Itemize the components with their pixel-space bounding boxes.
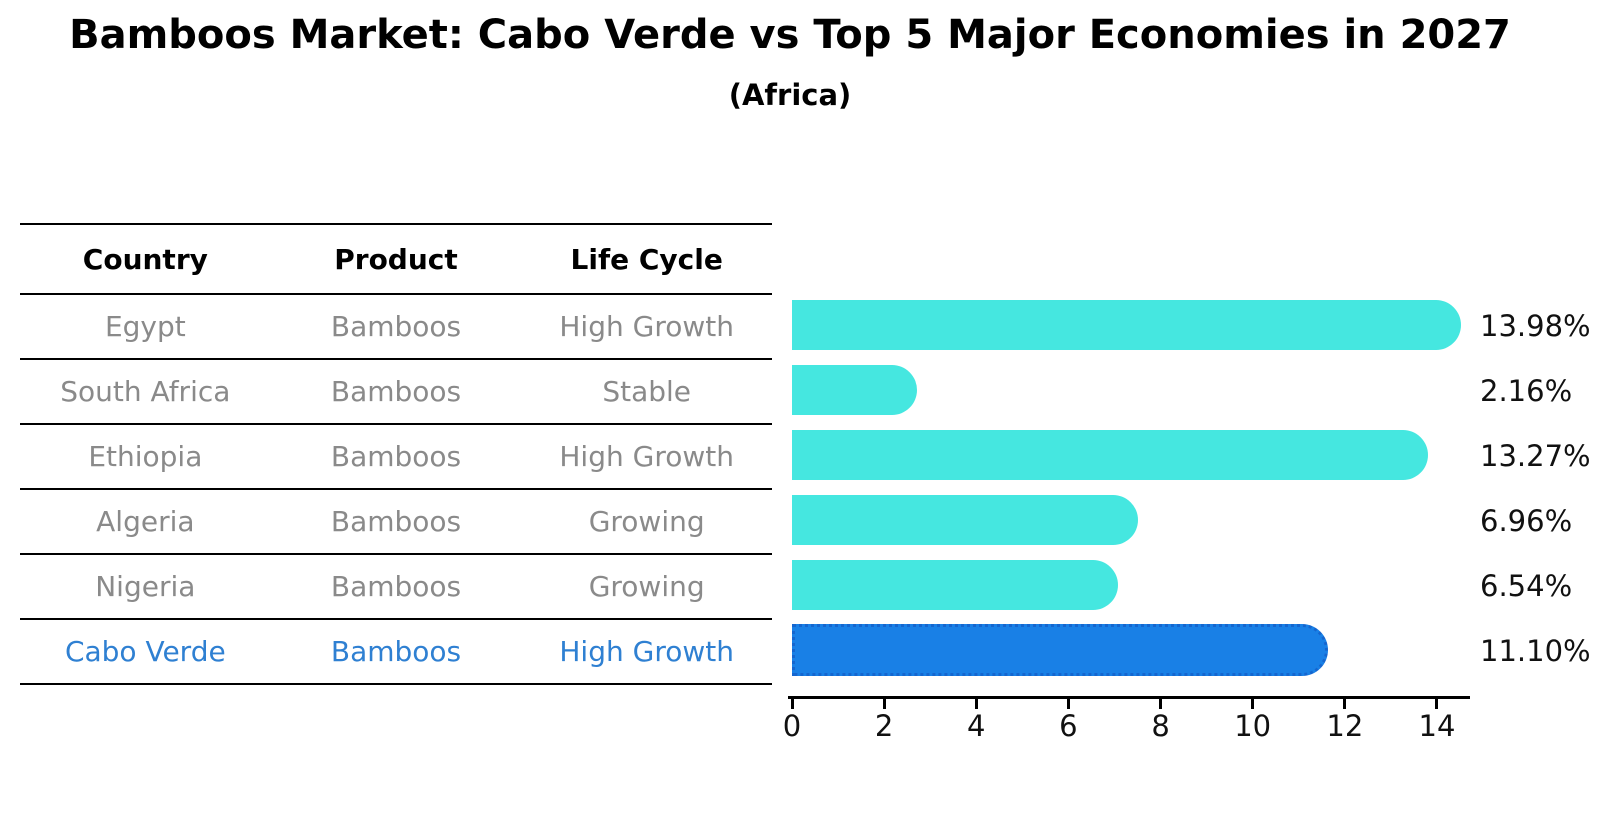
column-header-country: Country: [82, 242, 208, 276]
column-header-life-cycle: Life Cycle: [570, 242, 723, 276]
chart-title: Bamboos Market: Cabo Verde vs Top 5 Majo…: [69, 12, 1511, 58]
x-axis-tick: [1066, 699, 1070, 709]
country-table: Country Product Life Cycle Egypt Bamboos H…: [20, 223, 772, 685]
bar-row: 13.27%: [792, 423, 1604, 488]
table-cell-product: Bamboos: [330, 310, 462, 343]
bar-value-label: 13.98%: [1480, 308, 1591, 343]
table-row: Ethiopia Bamboos High Growth: [20, 425, 772, 490]
x-axis-tick: [1251, 699, 1255, 709]
x-axis-tick-label: 2: [874, 709, 894, 743]
bar-row: 11.10%: [792, 618, 1604, 683]
x-axis-tick: [974, 699, 978, 709]
chart-subtitle: (Africa): [728, 78, 852, 112]
table-cell-life-cycle: Growing: [588, 570, 705, 603]
table-header-row: Country Product Life Cycle: [20, 225, 772, 295]
table-cell-country: South Africa: [60, 375, 231, 408]
table-cell-life-cycle: High Growth: [559, 635, 734, 668]
table-cell-life-cycle: High Growth: [559, 310, 734, 343]
table-cell-product: Bamboos: [330, 505, 462, 538]
table-cell-product: Bamboos: [330, 440, 462, 473]
bar-row: 13.98%: [792, 293, 1604, 358]
table-row: Algeria Bamboos Growing: [20, 490, 772, 555]
table-row: South Africa Bamboos Stable: [20, 360, 772, 425]
table-row: Nigeria Bamboos Growing: [20, 555, 772, 620]
x-axis-tick: [790, 699, 794, 709]
table-cell-country: Algeria: [96, 505, 195, 538]
x-axis-tick: [1343, 699, 1347, 709]
bar-chart: 13.98% 2.16% 13.27% 6.96% 6.54% 11.10%: [792, 293, 1604, 683]
table-row: Egypt Bamboos High Growth: [20, 295, 772, 360]
bar-row: 6.96%: [792, 488, 1604, 553]
bar-value-label: 13.27%: [1480, 438, 1591, 473]
table-cell-country: Egypt: [104, 310, 186, 343]
bar-row: 6.54%: [792, 553, 1604, 618]
x-axis-tick-label: 14: [1418, 709, 1456, 743]
x-axis-tick-label: 0: [782, 709, 802, 743]
x-axis-line: [788, 696, 1470, 699]
bar-row: 2.16%: [792, 358, 1604, 423]
bar: [792, 365, 917, 415]
table-cell-life-cycle: High Growth: [559, 440, 734, 473]
x-axis-tick-label: 8: [1151, 709, 1170, 743]
bar: [792, 300, 1462, 350]
bar-value-label: 2.16%: [1480, 373, 1573, 408]
column-header-product: Product: [334, 242, 458, 276]
x-axis-tick-label: 6: [1059, 709, 1078, 743]
bar-value-label: 6.96%: [1480, 503, 1573, 538]
x-axis-tick: [1159, 699, 1163, 709]
table-cell-product: Bamboos: [330, 635, 462, 668]
table-row: Cabo Verde Bamboos High Growth: [20, 620, 772, 685]
x-axis: 0 2 4 6 8 10 12 14: [783, 696, 1488, 746]
x-axis-tick-label: 10: [1234, 709, 1272, 743]
bar-value-label: 11.10%: [1480, 633, 1591, 668]
bar-value-label: 6.54%: [1480, 568, 1573, 603]
x-axis-tick: [1435, 699, 1439, 709]
table-cell-country: Nigeria: [95, 570, 196, 603]
table-cell-country: Cabo Verde: [64, 635, 226, 668]
x-axis-tick-label: 12: [1326, 709, 1364, 743]
table-cell-life-cycle: Stable: [602, 375, 692, 408]
table-cell-product: Bamboos: [330, 570, 462, 603]
x-axis-tick: [882, 699, 886, 709]
bar: [792, 560, 1119, 610]
bar: [792, 624, 1329, 676]
bar: [792, 430, 1429, 480]
table-cell-life-cycle: Growing: [588, 505, 705, 538]
table-cell-country: Ethiopia: [88, 440, 203, 473]
x-axis-tick-label: 4: [967, 709, 986, 743]
table-cell-product: Bamboos: [330, 375, 462, 408]
table-body: Egypt Bamboos High Growth South Africa Bambo…: [20, 295, 772, 685]
bar: [792, 495, 1138, 545]
